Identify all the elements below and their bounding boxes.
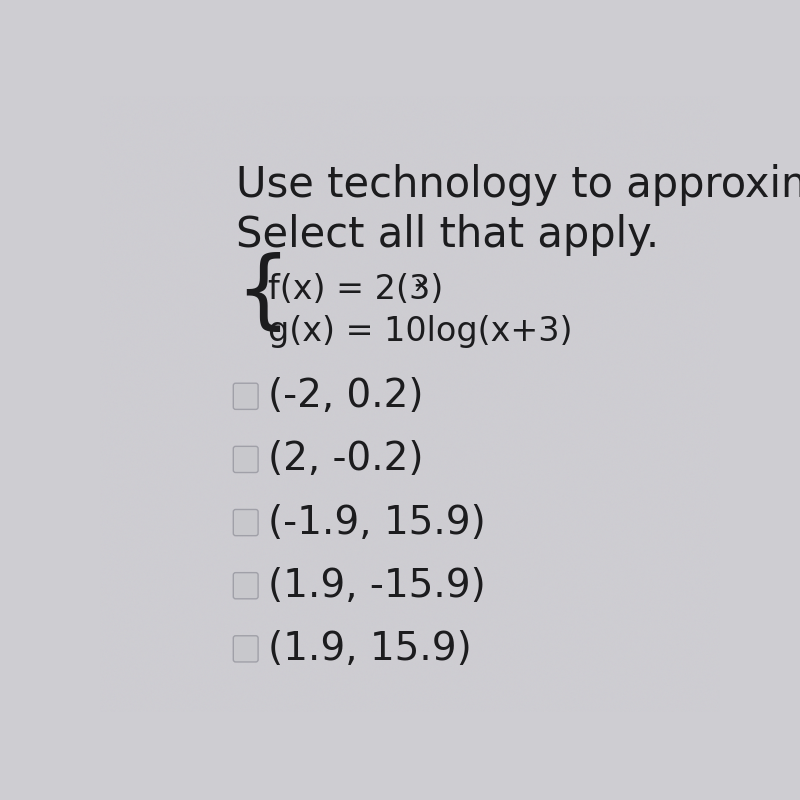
Text: {: { [236, 252, 290, 335]
Text: g(x) = 10log(x+3): g(x) = 10log(x+3) [268, 315, 573, 349]
FancyBboxPatch shape [234, 636, 258, 662]
FancyBboxPatch shape [234, 510, 258, 536]
Text: (1.9, -15.9): (1.9, -15.9) [268, 566, 486, 605]
Text: x: x [414, 275, 427, 295]
Text: Use technology to approxim: Use technology to approxim [236, 164, 800, 206]
FancyBboxPatch shape [234, 573, 258, 599]
Text: (2, -0.2): (2, -0.2) [268, 441, 424, 478]
Text: f(x) = 2(3): f(x) = 2(3) [268, 273, 443, 306]
Text: (1.9, 15.9): (1.9, 15.9) [268, 630, 472, 668]
Text: (-1.9, 15.9): (-1.9, 15.9) [268, 503, 486, 542]
FancyBboxPatch shape [234, 383, 258, 410]
FancyBboxPatch shape [234, 446, 258, 473]
Text: (-2, 0.2): (-2, 0.2) [268, 378, 424, 415]
Text: Select all that apply.: Select all that apply. [236, 214, 658, 256]
